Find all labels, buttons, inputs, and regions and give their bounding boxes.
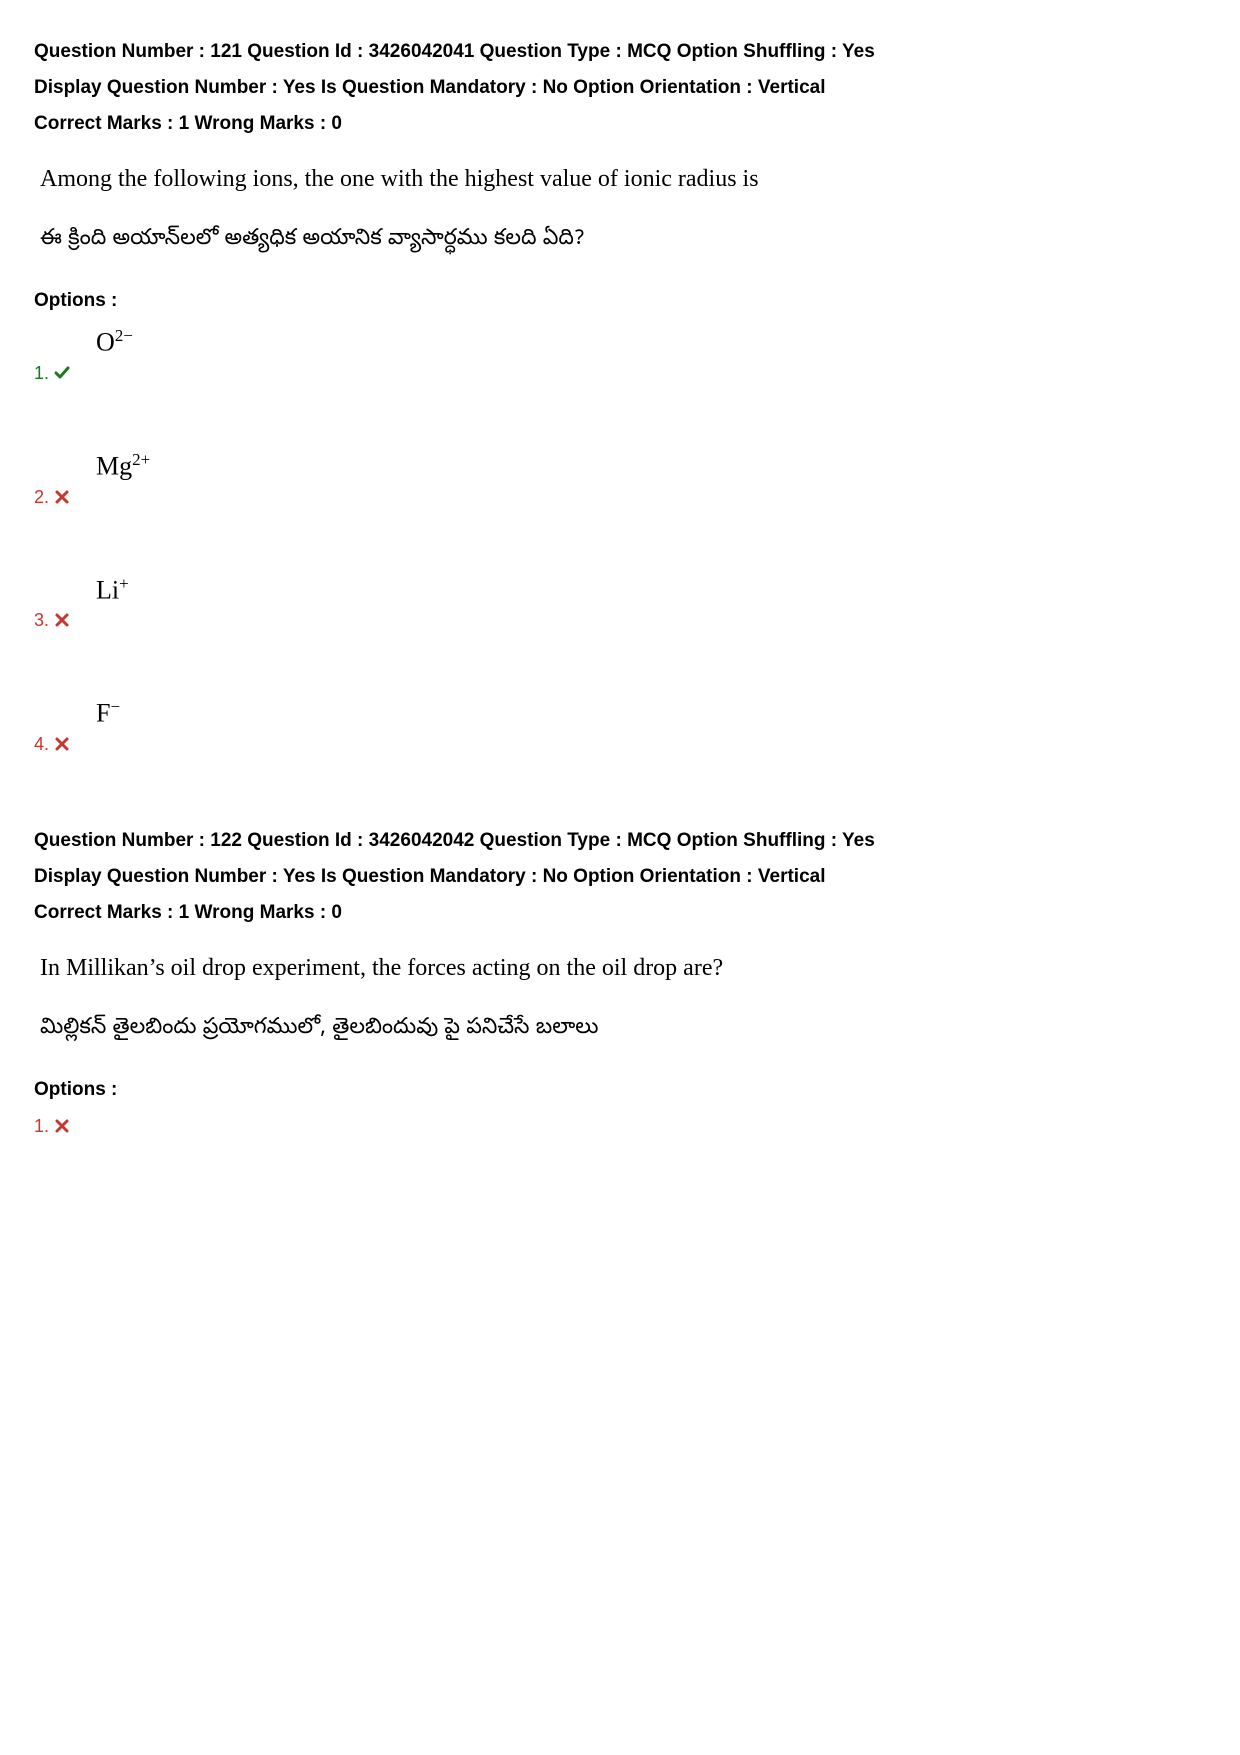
question-text-en: In Millikan’s oil drop experiment, the f…: [40, 949, 1206, 987]
qnum-val: 122: [210, 830, 242, 851]
option-formula: Li+: [96, 576, 129, 604]
disp-label: Display Question Number :: [34, 77, 278, 98]
option-formula: Mg2+: [96, 452, 150, 480]
qid-label: Question Id :: [247, 830, 363, 851]
wmarks-label: Wrong Marks :: [195, 902, 327, 923]
cmarks-val: 1: [179, 902, 190, 923]
option-number: 4.: [34, 735, 70, 753]
cross-icon: [54, 489, 70, 505]
formula-superscript: +: [119, 574, 129, 593]
check-icon: [54, 365, 70, 381]
question-meta: Question Number : 122 Question Id : 3426…: [34, 823, 1206, 931]
qtype-val: MCQ: [627, 830, 671, 851]
mand-val: No: [543, 77, 568, 98]
qid-val: 3426042042: [369, 830, 475, 851]
qtype-val: MCQ: [627, 41, 671, 62]
disp-val: Yes: [283, 866, 316, 887]
cmarks-val: 1: [179, 113, 190, 134]
option-formula: F−: [96, 699, 120, 727]
cross-icon: [54, 736, 70, 752]
option-row: 4. F−: [34, 699, 1206, 753]
options-label: Options :: [34, 1075, 1206, 1105]
option-number-text: 4.: [34, 734, 49, 754]
formula-base: Mg: [96, 452, 132, 481]
option-number-text: 1.: [34, 363, 49, 383]
cross-icon: [54, 612, 70, 628]
meta-line-2: Display Question Number : Yes Is Questio…: [34, 859, 1206, 895]
formula-superscript: 2−: [115, 326, 133, 345]
option-row: 2. Mg2+: [34, 452, 1206, 506]
qtype-label: Question Type :: [480, 41, 622, 62]
orient-val: Vertical: [758, 77, 826, 98]
option-number: 1.: [34, 364, 70, 382]
option-row: 1. O2−: [34, 328, 1206, 382]
option-number-text: 3.: [34, 610, 49, 630]
shuf-val: Yes: [842, 830, 875, 851]
cmarks-label: Correct Marks :: [34, 902, 173, 923]
disp-val: Yes: [283, 77, 316, 98]
meta-line-3: Correct Marks : 1 Wrong Marks : 0: [34, 106, 1206, 142]
question-text-te: మిల్లికన్ తైలబిందు ప్రయోగములో, తైలబిందువ…: [40, 1012, 1206, 1047]
qid-label: Question Id :: [247, 41, 363, 62]
question-text-te: ఈ క్రింది అయాన్‌లలో అత్యధిక అయానిక వ్యాస…: [40, 223, 1206, 258]
formula-superscript: −: [111, 697, 121, 716]
cross-icon: [54, 1118, 70, 1134]
orient-label: Option Orientation :: [573, 77, 752, 98]
shuf-label: Option Shuffling :: [677, 41, 837, 62]
formula-base: O: [96, 328, 115, 357]
qid-val: 3426042041: [369, 41, 475, 62]
meta-line-2: Display Question Number : Yes Is Questio…: [34, 70, 1206, 106]
qnum-val: 121: [210, 41, 242, 62]
formula-base: F: [96, 699, 110, 728]
wmarks-val: 0: [331, 902, 342, 923]
qnum-label: Question Number :: [34, 41, 205, 62]
meta-line-1: Question Number : 122 Question Id : 3426…: [34, 823, 1206, 859]
meta-line-3: Correct Marks : 1 Wrong Marks : 0: [34, 895, 1206, 931]
formula-base: Li: [96, 575, 119, 604]
cmarks-label: Correct Marks :: [34, 113, 173, 134]
orient-val: Vertical: [758, 866, 826, 887]
mand-label: Is Question Mandatory :: [321, 77, 537, 98]
meta-line-1: Question Number : 121 Question Id : 3426…: [34, 34, 1206, 70]
question-meta: Question Number : 121 Question Id : 3426…: [34, 34, 1206, 142]
qnum-label: Question Number :: [34, 830, 205, 851]
wmarks-val: 0: [331, 113, 342, 134]
wmarks-label: Wrong Marks :: [195, 113, 327, 134]
option-number: 1.: [34, 1117, 70, 1135]
shuf-label: Option Shuffling :: [677, 830, 837, 851]
option-number: 2.: [34, 488, 70, 506]
mand-label: Is Question Mandatory :: [321, 866, 537, 887]
question-block: Question Number : 121 Question Id : 3426…: [34, 34, 1206, 753]
formula-superscript: 2+: [132, 450, 150, 469]
question-block: Question Number : 122 Question Id : 3426…: [34, 823, 1206, 1135]
shuf-val: Yes: [842, 41, 875, 62]
options-label: Options :: [34, 286, 1206, 316]
qtype-label: Question Type :: [480, 830, 622, 851]
option-number-text: 2.: [34, 487, 49, 507]
question-text-en: Among the following ions, the one with t…: [40, 160, 1206, 198]
orient-label: Option Orientation :: [573, 866, 752, 887]
option-number: 3.: [34, 611, 70, 629]
mand-val: No: [543, 866, 568, 887]
option-row: 3. Li+: [34, 576, 1206, 630]
option-number-text: 1.: [34, 1116, 49, 1136]
option-row: 1.: [34, 1117, 1206, 1135]
option-formula: O2−: [96, 328, 133, 356]
disp-label: Display Question Number :: [34, 866, 278, 887]
